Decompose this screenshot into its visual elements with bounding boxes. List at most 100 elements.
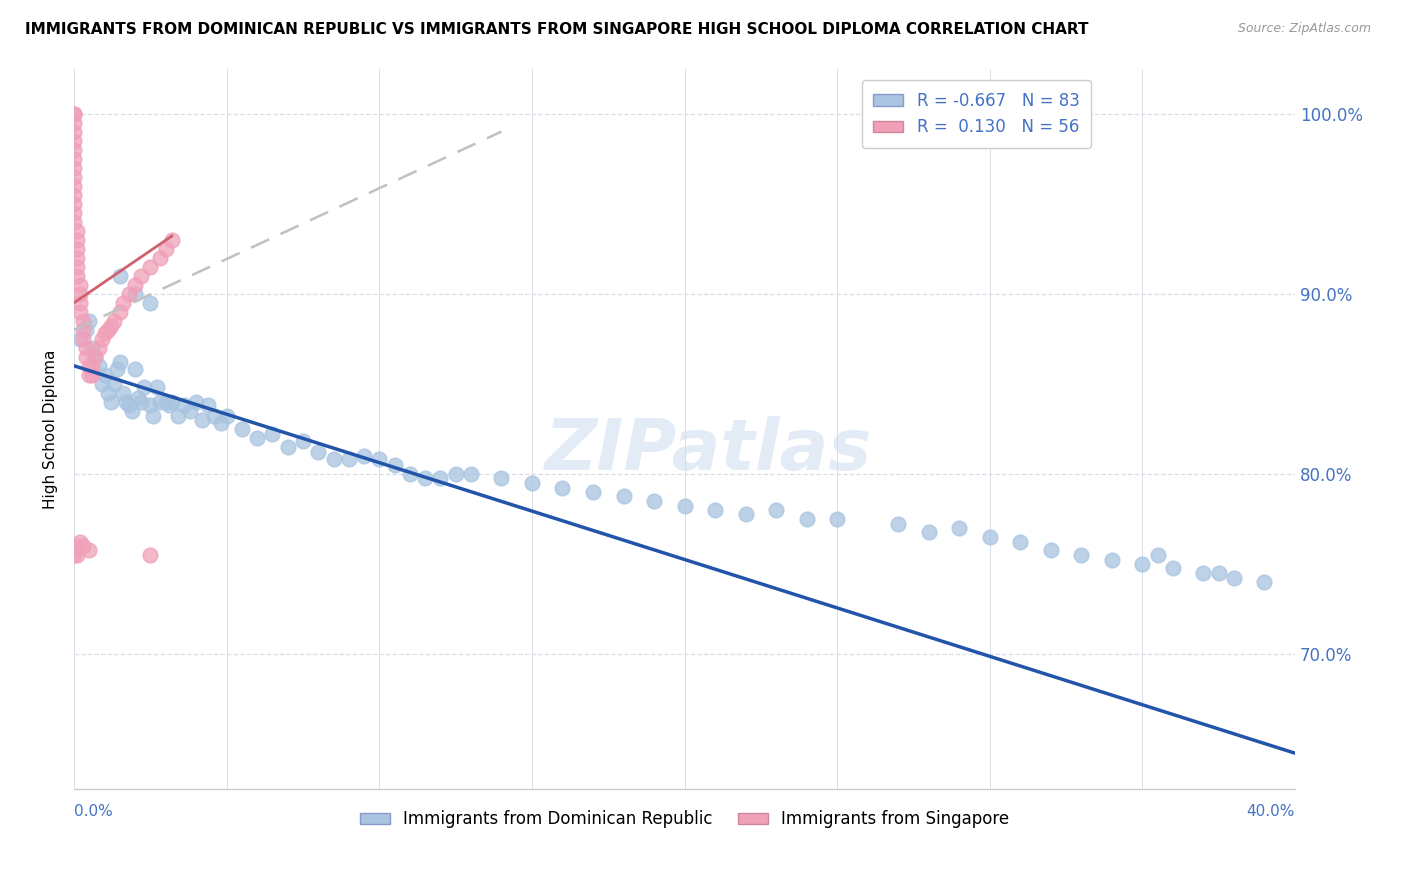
Point [444, 467, 467, 481]
Point [87, 341, 110, 355]
Point [246, 431, 269, 445]
Point [63, 125, 86, 139]
Point [551, 481, 574, 495]
Point [148, 251, 170, 265]
Point [100, 319, 122, 334]
Point [197, 399, 219, 413]
Point [292, 434, 315, 449]
Point [63, 115, 86, 129]
Point [145, 380, 167, 394]
Point [1208, 566, 1230, 580]
Point [173, 399, 195, 413]
Point [167, 409, 190, 424]
Point [118, 399, 141, 413]
Point [75, 350, 97, 364]
Point [215, 409, 238, 424]
Point [66, 224, 89, 238]
Point [765, 503, 787, 517]
Point [63, 205, 86, 219]
Text: ZIPatlas: ZIPatlas [546, 416, 873, 485]
Point [429, 470, 451, 484]
Point [79, 314, 101, 328]
Point [69, 332, 91, 346]
Point [72, 332, 94, 346]
Point [90, 376, 112, 391]
Point [66, 242, 89, 256]
Legend: Immigrants from Dominican Republic, Immigrants from Singapore: Immigrants from Dominican Republic, Immi… [353, 804, 1017, 835]
Point [63, 143, 86, 157]
Point [887, 517, 910, 532]
Point [612, 489, 634, 503]
Point [108, 355, 131, 369]
Point [93, 368, 115, 382]
Point [204, 409, 226, 424]
Point [337, 452, 360, 467]
Point [66, 233, 89, 247]
Point [1070, 548, 1092, 562]
Point [66, 548, 89, 562]
Point [1192, 566, 1215, 580]
Point [1161, 560, 1184, 574]
Point [63, 106, 86, 120]
Text: 0.0%: 0.0% [75, 804, 112, 819]
Text: Source: ZipAtlas.com: Source: ZipAtlas.com [1237, 22, 1371, 36]
Point [103, 314, 125, 328]
Point [79, 359, 101, 373]
Point [121, 404, 143, 418]
Point [353, 449, 375, 463]
Point [129, 268, 152, 283]
Point [72, 539, 94, 553]
Point [231, 422, 253, 436]
Point [108, 305, 131, 319]
Point [796, 512, 818, 526]
Point [63, 161, 86, 175]
Point [191, 413, 214, 427]
Point [139, 548, 162, 562]
Point [82, 359, 104, 373]
Point [124, 362, 146, 376]
Point [103, 376, 125, 391]
Text: 40.0%: 40.0% [1247, 804, 1295, 819]
Point [66, 251, 89, 265]
Point [63, 178, 86, 193]
Point [384, 458, 406, 472]
Point [97, 385, 120, 400]
Point [129, 394, 152, 409]
Point [79, 542, 101, 557]
Point [69, 286, 91, 301]
Point [734, 507, 756, 521]
Point [69, 305, 91, 319]
Point [1101, 553, 1123, 567]
Point [134, 380, 156, 394]
Point [118, 286, 141, 301]
Point [100, 394, 122, 409]
Point [1146, 548, 1168, 562]
Point [139, 260, 162, 274]
Point [160, 394, 183, 409]
Y-axis label: High School Diploma: High School Diploma [44, 349, 58, 508]
Point [413, 470, 436, 484]
Point [111, 295, 134, 310]
Point [127, 391, 149, 405]
Point [157, 399, 180, 413]
Point [75, 323, 97, 337]
Point [398, 467, 420, 481]
Point [72, 314, 94, 328]
Point [108, 268, 131, 283]
Point [1039, 542, 1062, 557]
Point [948, 521, 970, 535]
Point [63, 169, 86, 184]
Point [84, 350, 107, 364]
Point [66, 539, 89, 553]
Point [179, 404, 201, 418]
Point [160, 233, 183, 247]
Point [918, 524, 941, 539]
Point [82, 368, 104, 382]
Point [643, 494, 665, 508]
Point [87, 359, 110, 373]
Point [1223, 571, 1246, 585]
Point [63, 187, 86, 202]
Point [1010, 535, 1032, 549]
Point [63, 548, 86, 562]
Point [186, 394, 208, 409]
